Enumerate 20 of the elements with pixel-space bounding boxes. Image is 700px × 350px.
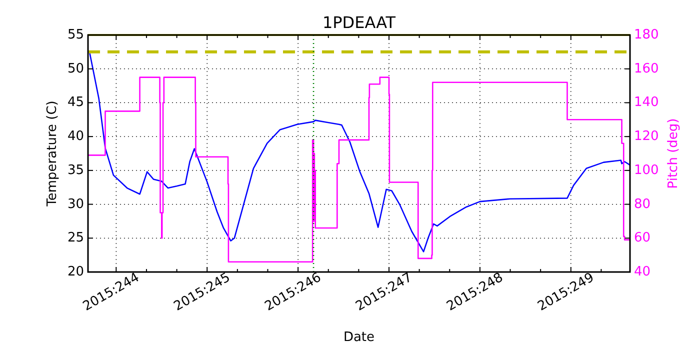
y2-tick-label: 40 bbox=[634, 264, 651, 280]
y-axis-title: Temperature (C) bbox=[45, 100, 60, 208]
y2-tick-label: 180 bbox=[634, 28, 659, 42]
y-tick-label: 35 bbox=[67, 162, 84, 178]
y-tick-label: 25 bbox=[67, 230, 84, 246]
x-axis-title: Date bbox=[343, 330, 375, 345]
y-tick-label: 55 bbox=[67, 28, 84, 42]
y-tick-label: 20 bbox=[67, 264, 84, 280]
y2-tick-label: 160 bbox=[634, 61, 659, 76]
y-tick-label: 30 bbox=[67, 196, 84, 212]
y-tick-label: 50 bbox=[67, 61, 84, 76]
y2-tick-label: 120 bbox=[634, 129, 659, 144]
y2-tick-label: 80 bbox=[634, 196, 651, 212]
y-tick-label: 40 bbox=[67, 129, 84, 144]
y2-tick-label: 100 bbox=[634, 162, 659, 178]
y-tick-label: 45 bbox=[67, 95, 84, 110]
y2-tick-label: 140 bbox=[634, 95, 659, 110]
chart-title: 1PDEAAT bbox=[322, 13, 396, 32]
y2-tick-label: 60 bbox=[634, 230, 651, 246]
y2-axis-title: Pitch (deg) bbox=[666, 118, 681, 189]
